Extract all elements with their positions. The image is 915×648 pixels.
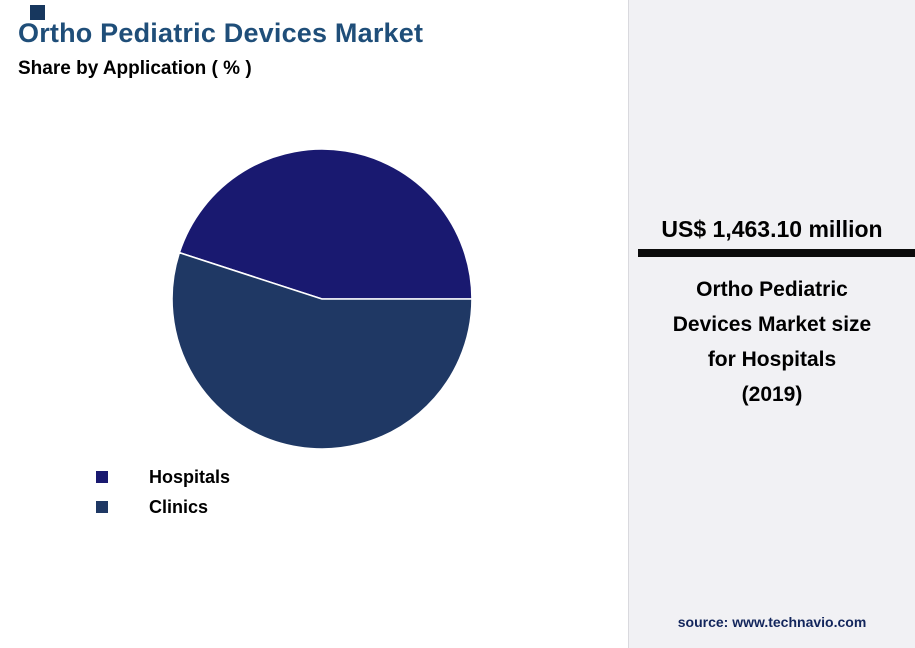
legend-item-hospitals: Hospitals bbox=[96, 462, 230, 492]
legend-swatch-clinics bbox=[96, 501, 108, 513]
legend-label-hospitals: Hospitals bbox=[149, 466, 231, 487]
chart-legend: Hospitals Clinics bbox=[96, 462, 230, 522]
pie-chart bbox=[167, 144, 477, 454]
legend-label-clinics: Clinics bbox=[149, 496, 209, 517]
legend-item-clinics: Clinics bbox=[96, 492, 230, 522]
pie-slice-clinics bbox=[171, 251, 473, 450]
legend-swatch-hospitals bbox=[96, 471, 108, 483]
stat-caption-line: (2019) bbox=[741, 383, 803, 406]
page-subtitle: Share by Application ( % ) bbox=[18, 58, 252, 79]
stat-underline-bar bbox=[638, 249, 915, 257]
stat-caption: Ortho Pediatric Devices Market size for … bbox=[629, 272, 915, 412]
stat-caption-line: Devices Market size bbox=[672, 313, 872, 336]
pie-chart-svg bbox=[171, 148, 473, 450]
source-credit: source: www.technavio.com bbox=[677, 614, 867, 630]
pie-slice-hospitals bbox=[178, 148, 473, 300]
page-title: Ortho Pediatric Devices Market bbox=[18, 18, 424, 48]
stat-panel: US$ 1,463.10 million Ortho Pediatric Dev… bbox=[628, 0, 915, 648]
stat-value: US$ 1,463.10 million bbox=[661, 216, 883, 242]
stat-caption-line: for Hospitals bbox=[707, 348, 837, 371]
stat-caption-line: Ortho Pediatric bbox=[696, 278, 848, 301]
header-accent-square bbox=[30, 5, 45, 20]
